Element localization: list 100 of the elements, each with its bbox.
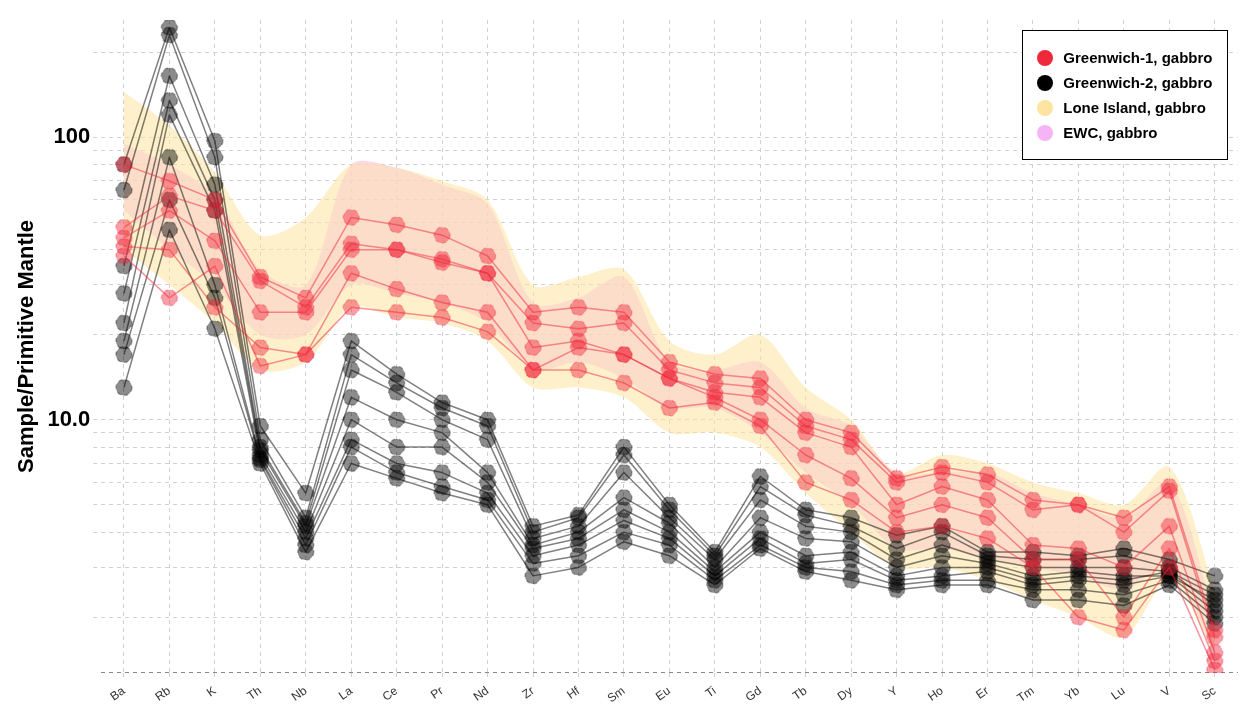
- point: [433, 477, 451, 496]
- point: [433, 293, 451, 312]
- point: [251, 303, 270, 322]
- point: [433, 463, 451, 482]
- point: [933, 477, 951, 496]
- point: [206, 232, 224, 250]
- point: [1115, 508, 1133, 527]
- point: [297, 508, 315, 527]
- y-axis-title: Sample/Primitive Mantle: [13, 219, 39, 473]
- point: [478, 247, 497, 265]
- x-tick-label: Er: [973, 683, 992, 702]
- point: [796, 473, 815, 492]
- x-tick-label: Hf: [564, 683, 583, 702]
- point: [115, 345, 133, 364]
- point: [569, 298, 588, 317]
- point: [387, 438, 406, 456]
- point: [433, 308, 451, 327]
- point: [160, 91, 179, 110]
- x-tick-label: V: [1158, 683, 1173, 700]
- point: [342, 410, 360, 429]
- legend-label: Lone Island, gabbro: [1063, 99, 1206, 116]
- point: [206, 276, 224, 294]
- point: [115, 332, 133, 350]
- point: [751, 508, 770, 527]
- point: [297, 289, 315, 307]
- point: [160, 221, 179, 239]
- legend-label: EWC, gabbro: [1063, 124, 1158, 141]
- point: [978, 491, 997, 509]
- point: [1160, 539, 1179, 558]
- point: [297, 484, 315, 502]
- point: [751, 410, 770, 429]
- x-tick-label: Ti: [702, 683, 719, 701]
- point: [1206, 581, 1224, 599]
- x-tick-label: Sm: [604, 683, 628, 706]
- x-tick-label: Y: [885, 683, 901, 700]
- point: [387, 280, 406, 298]
- point: [160, 20, 179, 37]
- point: [387, 454, 406, 473]
- point: [160, 240, 179, 259]
- point: [115, 181, 133, 199]
- x-tick-label: Gd: [742, 683, 764, 705]
- point: [569, 361, 588, 379]
- point: [615, 438, 633, 456]
- point: [524, 303, 542, 322]
- point: [115, 284, 133, 303]
- point: [569, 319, 588, 338]
- point: [842, 469, 860, 488]
- x-tick-label: Nb: [288, 683, 310, 704]
- point: [615, 463, 633, 482]
- point: [387, 303, 406, 322]
- point: [660, 399, 679, 417]
- point: [887, 469, 906, 488]
- point: [115, 218, 133, 237]
- x-tick-label: Nd: [470, 683, 492, 704]
- point: [1024, 491, 1042, 509]
- point: [842, 423, 860, 442]
- x-tick-label: Sc: [1198, 683, 1219, 703]
- point: [251, 417, 270, 435]
- point: [433, 438, 451, 456]
- x-tick-label: Ba: [107, 683, 128, 704]
- x-tick-label: Tm: [1014, 683, 1037, 705]
- x-tick-label: Ho: [925, 683, 946, 704]
- x-tick-label: Eu: [652, 683, 673, 704]
- point: [433, 250, 451, 268]
- point: [1115, 608, 1133, 626]
- point: [1069, 608, 1088, 626]
- point: [160, 187, 179, 205]
- x-tick-label: Yb: [1061, 683, 1083, 704]
- point: [842, 508, 860, 527]
- y-tick-label: 100: [53, 123, 91, 149]
- point: [842, 491, 860, 509]
- point: [206, 298, 224, 317]
- point: [433, 393, 451, 412]
- point: [1115, 539, 1133, 558]
- x-tick-label: Rb: [152, 683, 174, 704]
- point: [887, 496, 906, 514]
- legend-label: Greenwich-2, gabbro: [1063, 74, 1213, 91]
- point: [978, 543, 997, 561]
- point: [160, 201, 179, 220]
- y-tick-label: 10.0: [47, 405, 91, 431]
- point: [478, 303, 497, 322]
- point: [1206, 567, 1224, 585]
- legend-label: Greenwich-1, gabbro: [1063, 49, 1213, 66]
- point: [387, 365, 406, 383]
- x-tick-label: Zr: [519, 683, 537, 702]
- point: [387, 215, 406, 234]
- point: [933, 496, 951, 514]
- point: [160, 148, 179, 166]
- point: [160, 289, 179, 307]
- point: [933, 458, 951, 476]
- point: [251, 357, 270, 375]
- point: [160, 172, 179, 190]
- point: [978, 465, 997, 484]
- point: [796, 446, 815, 464]
- point: [1115, 523, 1133, 541]
- point: [251, 268, 270, 286]
- point: [751, 523, 770, 541]
- x-tick-label: Th: [244, 683, 264, 703]
- point: [115, 314, 133, 332]
- x-tick-label: La: [335, 683, 356, 703]
